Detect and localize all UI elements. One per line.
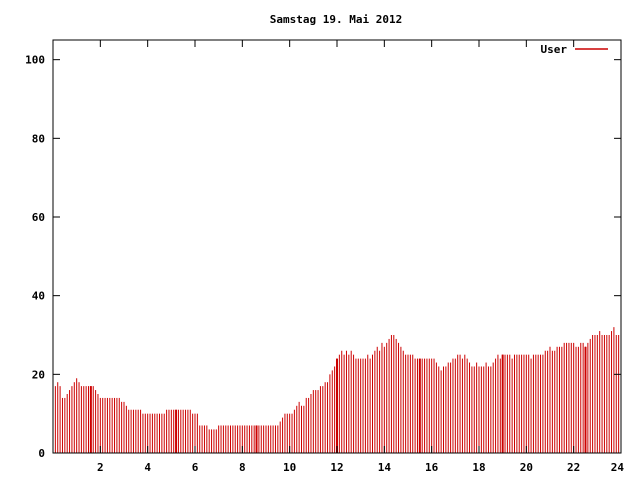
x-tick-label: 18 [472,461,485,474]
x-tick-label: 6 [192,461,199,474]
x-tick-label: 2 [97,461,104,474]
x-tick-label: 22 [567,461,580,474]
highlight-bars [89,346,587,453]
y-tick-label: 0 [38,447,45,460]
x-tick-label: 8 [239,461,246,474]
x-tick-label: 16 [425,461,439,474]
x-tick-label: 14 [378,461,392,474]
y-tick-label: 20 [32,368,45,381]
y-tick-label: 80 [32,132,45,145]
x-tick-label: 10 [283,461,296,474]
y-tick-label: 60 [32,211,45,224]
legend-label-user: User [541,43,568,56]
y-tick-label: 100 [25,54,45,67]
y-tick-label: 40 [32,290,45,303]
x-tick-label: 4 [144,461,151,474]
x-tick-label: 20 [520,461,533,474]
x-tick-label: 12 [330,461,343,474]
y-axis: 0 20 40 60 80 100 [25,54,621,460]
chart-title: Samstag 19. Mai 2012 [270,13,402,26]
legend: User [541,43,608,56]
x-axis: 2 4 6 8 10 12 14 16 18 20 22 24 [97,40,624,474]
x-tick-label: 24 [611,461,625,474]
